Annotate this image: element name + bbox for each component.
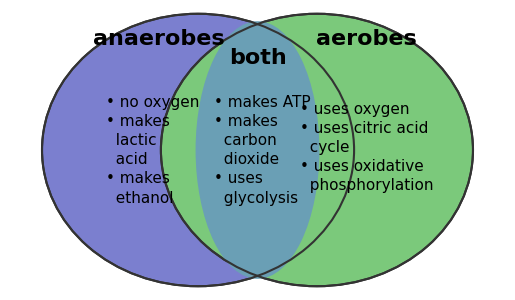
Ellipse shape [196, 21, 319, 279]
Ellipse shape [161, 14, 473, 286]
Text: both: both [229, 48, 286, 68]
Text: • uses oxygen
• uses citric acid
  cycle
• uses oxidative
  phosphorylation: • uses oxygen • uses citric acid cycle •… [300, 102, 433, 194]
Text: • no oxygen
• makes
  lactic
  acid
• makes
  ethanol: • no oxygen • makes lactic acid • makes … [107, 94, 200, 206]
Text: • makes ATP
• makes
  carbon
  dioxide
• uses
  glycolysis: • makes ATP • makes carbon dioxide • use… [214, 94, 311, 206]
Text: aerobes: aerobes [316, 28, 417, 49]
Text: anaerobes: anaerobes [93, 28, 224, 49]
Ellipse shape [42, 14, 354, 286]
